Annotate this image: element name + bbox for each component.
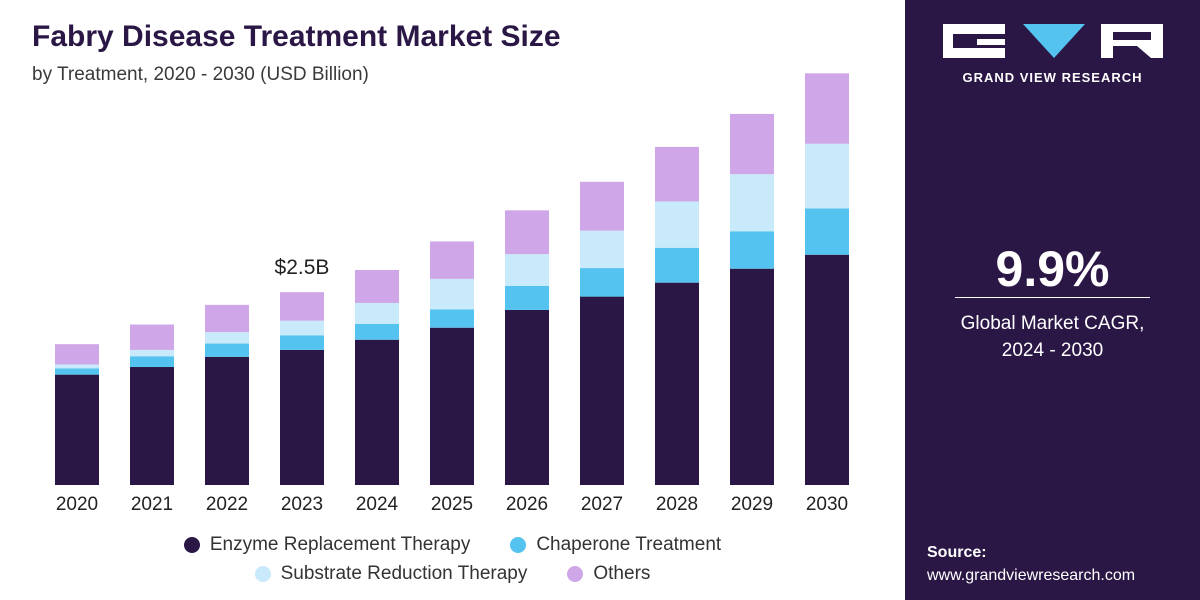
x-tick-label: 2027 (581, 494, 623, 515)
x-tick-label: 2024 (356, 494, 399, 515)
bar-segment-2028-s3 (655, 146, 699, 202)
bar-segment-2030-s2 (805, 143, 849, 209)
bar-segment-2027-s3 (580, 181, 624, 231)
bar-segment-2028-s1 (655, 247, 699, 283)
x-tick-label: 2025 (431, 494, 473, 515)
legend-swatch (510, 537, 527, 553)
bar-segment-2020-s1 (55, 368, 99, 375)
bar-segment-2021-s3 (130, 324, 174, 350)
x-tick-label: 2030 (806, 494, 848, 515)
bar-segment-2026-s2 (505, 254, 549, 286)
x-tick-label: 2026 (506, 494, 548, 515)
chart-subtitle: by Treatment, 2020 - 2030 (USD Billion) (32, 64, 369, 85)
bar-segment-2030-s0 (805, 254, 849, 485)
bar-segment-2028-s0 (655, 282, 699, 485)
legend-swatch (183, 537, 200, 553)
cagr-label-line: Global Market CAGR, (960, 313, 1145, 334)
bar-segment-2020-s2 (55, 364, 99, 369)
legend-label: Enzyme Replacement Therapy (209, 534, 471, 555)
bar-segment-2029-s0 (730, 268, 774, 485)
data-label-annotation: $2.5B (275, 256, 330, 279)
chart-panel: Fabry Disease Treatment Market Size by T… (0, 20, 905, 585)
cagr-value: 9.9% (995, 241, 1110, 297)
cagr-label: Global Market CAGR, 2024 - 2030 (905, 310, 1200, 364)
bar-segment-2024-s3 (355, 269, 399, 303)
source-link[interactable]: www.grandviewresearch.com (927, 567, 1136, 584)
bar-segment-2024-s2 (355, 302, 399, 324)
bar-segment-2027-s2 (580, 230, 624, 269)
legend-swatch (254, 566, 271, 582)
x-tick-label: 2021 (131, 494, 173, 515)
source-label: Source: (927, 544, 987, 561)
bar-segment-2024-s0 (355, 339, 399, 485)
bar-segment-2026-s1 (505, 285, 549, 310)
bar-segment-2029-s1 (730, 231, 774, 269)
bar-segment-2026-s0 (505, 309, 549, 485)
brand-name: GRAND VIEW RESEARCH (962, 70, 1143, 85)
bar-segment-2022-s0 (205, 356, 249, 485)
bar-segment-2023-s3 (280, 292, 324, 321)
legend-row: Substrate Reduction Therapy Others (0, 563, 905, 585)
bar-segment-2025-s0 (430, 327, 474, 485)
legend-label: Others (593, 563, 651, 584)
bar-segment-2021-s2 (130, 349, 174, 357)
bar-segment-2023-s1 (280, 335, 324, 350)
bar-segment-2025-s3 (430, 241, 474, 279)
bar-segment-2027-s1 (580, 268, 624, 297)
x-tick-label: 2023 (281, 494, 323, 515)
legend-swatch (567, 566, 584, 582)
cagr-label-line: 2024 - 2030 (1001, 340, 1104, 361)
bar-segment-2025-s1 (430, 309, 474, 328)
bar-segment-2021-s1 (130, 356, 174, 368)
chart-title: Fabry Disease Treatment Market Size (32, 20, 561, 53)
legend-item-enzyme-replacement-therapy: Enzyme Replacement Therapy (183, 534, 471, 556)
bar-segment-2027-s0 (580, 296, 624, 485)
bar-segment-2023-s2 (280, 320, 324, 336)
x-tick-label: 2029 (731, 494, 773, 515)
x-tick-label: 2022 (206, 494, 248, 515)
legend-label: Substrate Reduction Therapy (280, 563, 528, 584)
bar-segment-2030-s1 (805, 208, 849, 255)
bar-segment-2029-s2 (730, 174, 774, 232)
legend-row: Enzyme Replacement Therapy Chaperone Tre… (0, 534, 905, 556)
bar-segment-2028-s2 (655, 201, 699, 248)
bar-segment-2023-s0 (280, 349, 324, 485)
bar-segment-2022-s2 (205, 332, 249, 344)
legend-item-substrate-reduction-therapy: Substrate Reduction Therapy (254, 563, 528, 585)
bar-segment-2022-s1 (205, 343, 249, 357)
bar-segment-2029-s3 (730, 113, 774, 175)
legend-item-chaperone-treatment: Chaperone Treatment (510, 534, 721, 556)
bar-segment-2020-s3 (55, 344, 99, 365)
x-tick-label: 2028 (656, 494, 698, 515)
cagr-divider (955, 297, 1150, 298)
bar-segment-2026-s3 (505, 210, 549, 255)
legend-label: Chaperone Treatment (536, 534, 722, 555)
bar-segment-2030-s3 (805, 73, 849, 144)
sidebar-panel: GRAND VIEW RESEARCH 9.9% Global Market C… (905, 0, 1200, 600)
x-tick-label: 2020 (56, 494, 98, 515)
bar-segment-2022-s3 (205, 304, 249, 333)
bar-segment-2025-s2 (430, 278, 474, 310)
bar-segment-2020-s0 (55, 374, 99, 485)
legend-item-others: Others (567, 563, 650, 585)
bar-segment-2021-s0 (130, 367, 174, 485)
stacked-bar-chart: 2020 2021 2022 2023 $2.5B 2024 2025 2026 2027 202… (55, 73, 849, 515)
gvr-logo-icon (943, 24, 1163, 58)
bar-segment-2024-s1 (355, 323, 399, 340)
